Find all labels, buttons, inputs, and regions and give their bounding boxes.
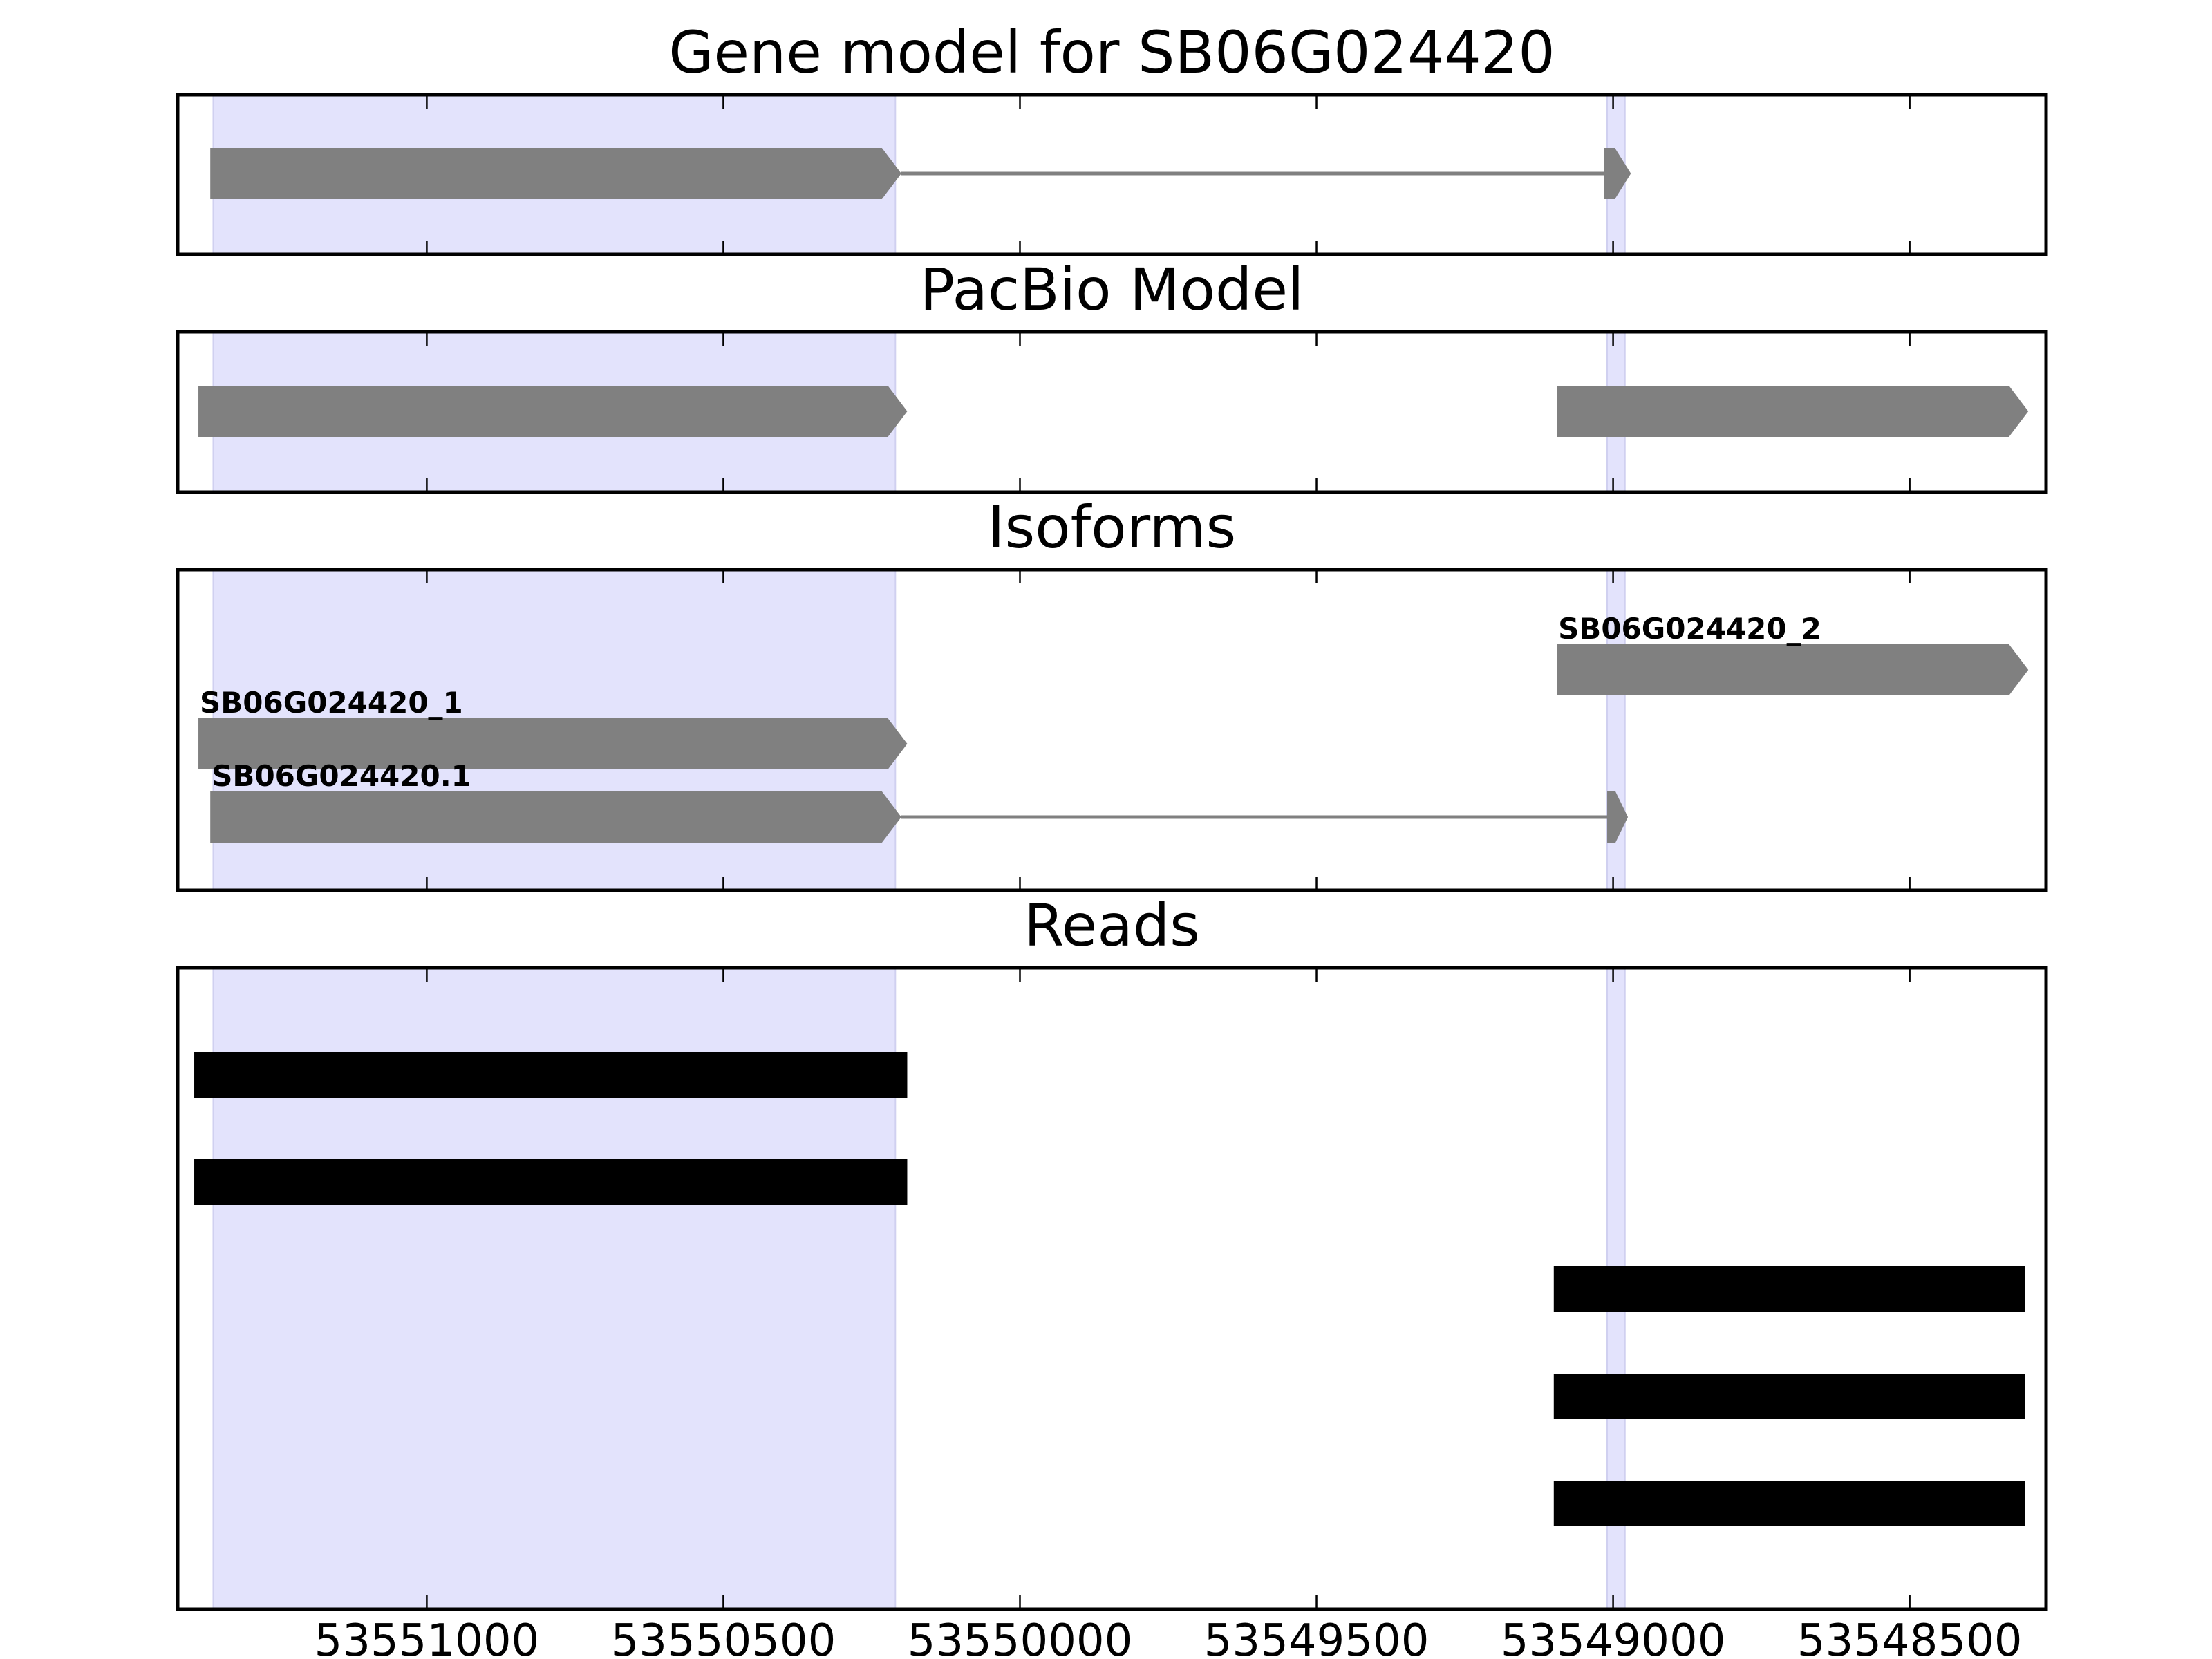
panel-title: Isoforms — [988, 494, 1237, 561]
gene-model-panel: Gene model for SB06G024420 — [176, 19, 2048, 256]
panel-title: Gene model for SB06G024420 — [668, 19, 1555, 86]
exon — [1557, 386, 2029, 437]
panel-frame — [176, 93, 2048, 256]
read-bar — [1553, 1374, 2025, 1419]
panels-layer: Gene model for SB06G024420 PacBio Model SB… — [176, 19, 2048, 1611]
exon — [198, 718, 908, 769]
read-bar — [194, 1052, 908, 1098]
x-tick-label: 53550000 — [908, 1615, 1133, 1659]
isoforms-panel: SB06G024420_2 SB06G024420_1 SB06G024420.1 I… — [176, 494, 2048, 892]
x-tick-label: 53551000 — [315, 1615, 540, 1659]
x-tick-label: 53549000 — [1501, 1615, 1726, 1659]
x-axis: 53551000 53550500 53550000 53549500 53549000… — [315, 1615, 2023, 1659]
panel-title: PacBio Model — [920, 256, 1304, 324]
exon — [210, 791, 901, 843]
pacbio-model-panel: PacBio Model — [176, 256, 2048, 494]
track: SB06G024420.1 — [210, 759, 1629, 843]
isoform-label: SB06G024420_2 — [1558, 612, 1821, 646]
track — [210, 148, 1631, 199]
panel-title: Reads — [1024, 892, 1200, 959]
exon — [1604, 148, 1631, 199]
exon — [198, 386, 908, 437]
track — [1557, 386, 2029, 437]
x-tick-label: 53549500 — [1204, 1615, 1430, 1659]
track: SB06G024420_1 — [198, 686, 908, 769]
track — [198, 386, 908, 437]
read-bar — [1553, 1481, 2025, 1526]
x-tick-label: 53548500 — [1797, 1615, 2023, 1659]
x-tick-label: 53550500 — [611, 1615, 836, 1659]
track: SB06G024420_2 — [1557, 612, 2029, 695]
panel-frame — [176, 568, 2048, 892]
isoform-label: SB06G024420.1 — [212, 759, 471, 793]
panel-frame — [176, 330, 2048, 494]
read-bar — [1553, 1266, 2025, 1312]
reads-panel: Reads — [176, 892, 2048, 1611]
exon — [210, 148, 901, 199]
read-bar — [194, 1159, 908, 1205]
isoform-label: SB06G024420_1 — [200, 686, 463, 720]
panel-frame — [176, 966, 2048, 1611]
exon — [1557, 644, 2029, 695]
exon — [1607, 791, 1629, 843]
